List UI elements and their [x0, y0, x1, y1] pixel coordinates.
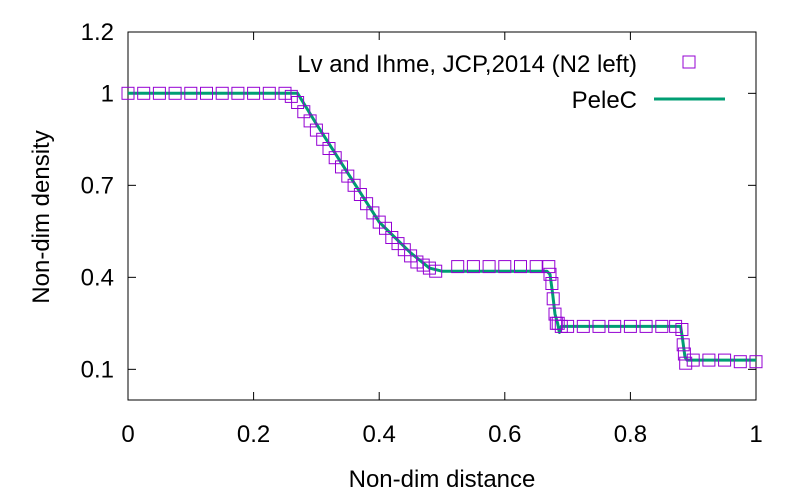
- data-point-square: [215, 86, 229, 100]
- plot-border: [127, 31, 757, 401]
- data-point-square: [542, 260, 556, 274]
- data-point-square: [639, 319, 653, 333]
- x-tick-label: 0.2: [237, 421, 270, 448]
- data-point-square: [184, 86, 198, 100]
- data-point-square: [608, 319, 622, 333]
- data-point-square: [702, 353, 716, 367]
- data-point-square: [168, 86, 182, 100]
- legend-label-reference: Lv and Ihme, JCP,2014 (N2 left): [297, 51, 637, 78]
- data-point-square: [451, 260, 465, 274]
- x-tick-label: 1: [749, 421, 762, 448]
- y-tick-label: 1: [101, 80, 114, 107]
- data-point-square: [529, 260, 543, 274]
- y-axis: 0.1 0.4 0.7 1 1.2: [81, 19, 756, 383]
- data-point-square: [231, 86, 245, 100]
- data-point-square: [733, 355, 747, 369]
- data-point-square: [498, 260, 512, 274]
- legend: Lv and Ihme, JCP,2014 (N2 left) PeleC: [297, 51, 725, 114]
- data-point-square: [514, 260, 527, 274]
- y-tick-label: 0.7: [81, 172, 114, 199]
- data-point-square: [429, 264, 443, 278]
- data-point-square: [247, 86, 261, 100]
- plot-area: [127, 31, 757, 401]
- data-point-square: [592, 319, 606, 333]
- data-point-square: [137, 86, 151, 100]
- data-point-square: [561, 319, 575, 333]
- x-tick-label: 0.4: [363, 421, 396, 448]
- data-point-square: [749, 355, 763, 369]
- series-layer: [121, 86, 763, 370]
- data-point-square: [679, 356, 693, 370]
- data-point-square: [686, 353, 700, 367]
- y-axis-label: Non-dim density: [28, 130, 55, 303]
- data-point-square: [121, 86, 135, 100]
- data-point-square: [576, 319, 590, 333]
- x-tick-label: 0.8: [614, 421, 647, 448]
- data-point-square: [655, 319, 669, 333]
- data-point-square: [623, 319, 637, 333]
- x-axis: 0 0.2 0.4 0.6 0.8 1: [121, 32, 763, 448]
- data-point-square: [543, 267, 557, 281]
- y-tick-label: 0.4: [81, 264, 114, 291]
- legend-marker-square: [682, 55, 696, 69]
- data-point-square: [482, 260, 496, 274]
- data-point-square: [545, 277, 559, 290]
- data-point-square: [676, 338, 690, 352]
- legend-label-pelec: PeleC: [572, 87, 637, 114]
- x-axis-label: Non-dim distance: [349, 466, 536, 493]
- data-point-square: [152, 86, 166, 100]
- data-point-square: [675, 323, 689, 336]
- data-point-square: [718, 353, 732, 367]
- y-tick-label: 0.1: [81, 356, 114, 383]
- data-point-square: [200, 86, 213, 100]
- data-point-square: [546, 292, 560, 306]
- y-tick-label: 1.2: [81, 19, 114, 46]
- x-tick-label: 0: [121, 421, 134, 448]
- data-point-square: [551, 316, 565, 330]
- data-point-square: [262, 86, 276, 100]
- x-tick-label: 0.6: [488, 421, 521, 448]
- data-point-square: [466, 260, 480, 274]
